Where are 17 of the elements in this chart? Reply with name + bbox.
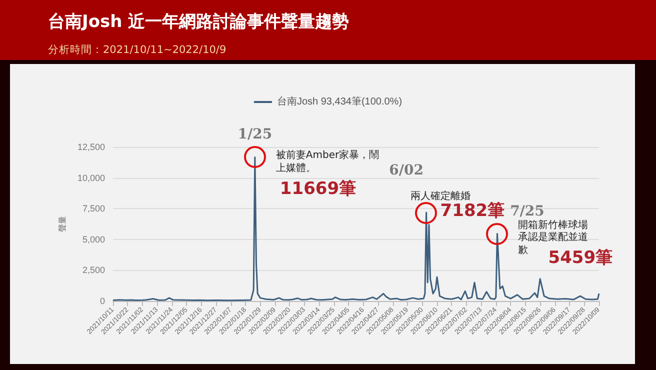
y-tick-label: 2,500 [82,265,105,276]
annotation: 7182筆 [440,200,505,222]
chart-title: 台南Josh 近一年網路討論事件聲量趨勢 [48,11,350,33]
chart-subtitle: 分析時間：2021/10/11~2022/10/9 [48,43,226,57]
y-tick-label: 7,500 [82,204,105,214]
annotation: 1/25 [238,126,272,144]
legend-label: 台南Josh 93,434筆(100.0%) [276,96,402,108]
annotation: 11669筆 [280,179,356,200]
y-tick-label: 12,500 [77,142,105,152]
y-tick-label: 10,000 [77,172,105,183]
y-tick-label: 5,000 [82,234,105,244]
y-tick-label: 0 [100,296,105,306]
y-axis-title: 聲量 [58,216,68,232]
annotation: 兩人確定離婚 [410,190,470,203]
annotation: 被前妻Amber家暴，鬧上媒體。 [276,150,380,176]
annotation: 7/25 [510,202,544,220]
annotation: 6/02 [389,162,424,180]
